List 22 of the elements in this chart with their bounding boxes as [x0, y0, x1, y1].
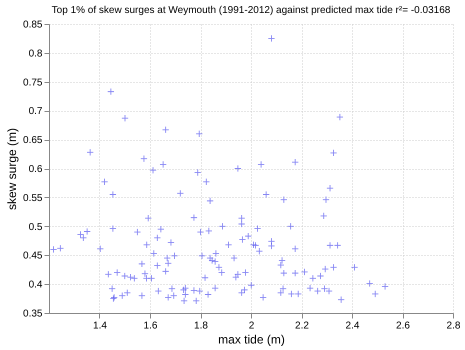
x-tick-label: 2 [248, 320, 255, 332]
chart-title: Top 1% of skew surges at Weymouth (1991-2012) against predicted max tide r²= -0.03168 [52, 5, 451, 16]
y-tick-label: 0.7 [28, 106, 43, 118]
y-tick-label: 0.85 [23, 20, 43, 30]
y-tick-label: 0.65 [23, 135, 43, 146]
x-axis-title: max tide (m) [218, 332, 285, 346]
y-tick-label: 0.8 [28, 48, 43, 60]
x-tick-label: 2.4 [346, 320, 360, 332]
y-tick-label: 0.6 [28, 164, 43, 175]
x-tick-label: 1.8 [194, 320, 208, 332]
x-tick-label: 1.6 [144, 320, 158, 332]
x-tick-label: 2.2 [295, 320, 310, 332]
y-tick-label: 0.35 [23, 308, 43, 320]
y-tick-label: 0.45 [23, 250, 43, 262]
y-tick-label: 0.75 [23, 77, 43, 88]
x-tick-label: 2.6 [396, 320, 410, 332]
x-tick-label: 1.4 [93, 320, 108, 332]
x-tick-label: 2.8 [446, 320, 461, 332]
y-axis-title: skew surge (m) [5, 128, 20, 210]
y-tick-label: 0.4 [28, 280, 43, 291]
y-tick-label: 0.5 [28, 222, 43, 233]
y-tick-label: 0.55 [23, 192, 43, 204]
